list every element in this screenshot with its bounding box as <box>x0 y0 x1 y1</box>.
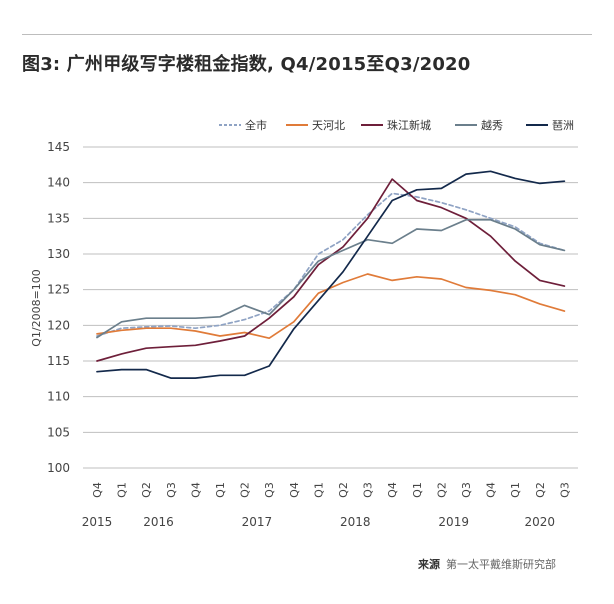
x-tick-6: Q2 <box>239 482 252 498</box>
chart-title: 图3: 广州甲级写字楼租金指数, Q4/2015至Q3/2020 <box>22 54 471 75</box>
x-tick-3: Q3 <box>165 482 178 498</box>
legend: 全市 天河北 珠江新城 越秀 琶洲 <box>219 118 574 132</box>
x-tick-12: Q4 <box>386 482 399 498</box>
year-label-2020: 2020 <box>525 515 556 529</box>
series-line-0 <box>96 192 566 337</box>
x-tick-13: Q1 <box>411 482 424 498</box>
legend-label-3: 越秀 <box>481 118 503 132</box>
y-tick-145: 145 <box>47 140 70 154</box>
x-tick-14: Q2 <box>435 482 448 498</box>
x-tick-7: Q3 <box>263 482 276 498</box>
source-text: 第一太平戴维斯研究部 <box>446 558 556 571</box>
y-tick-105: 105 <box>47 425 70 439</box>
x-tick-8: Q4 <box>288 482 301 498</box>
y-tick-125: 125 <box>47 283 70 297</box>
year-label-2015: 2015 <box>82 515 113 529</box>
x-tick-19: Q3 <box>558 482 571 498</box>
x-tick-11: Q3 <box>362 482 375 498</box>
year-label-2016: 2016 <box>143 515 174 529</box>
axes: 100 105 110 115 120 125 130 135 140 145 Q1/2008=10… <box>30 140 571 529</box>
series-line-4 <box>96 170 566 379</box>
year-label-2019: 2019 <box>438 515 469 529</box>
y-tick-100: 100 <box>47 461 70 475</box>
x-tick-5: Q1 <box>214 482 227 498</box>
x-tick-16: Q4 <box>485 482 498 498</box>
x-tick-0: Q4 <box>91 482 104 498</box>
y-tick-120: 120 <box>47 318 70 332</box>
y-tick-135: 135 <box>47 211 70 225</box>
x-tick-10: Q2 <box>337 482 350 498</box>
legend-label-1: 天河北 <box>312 119 345 132</box>
x-tick-9: Q1 <box>312 482 325 498</box>
x-tick-17: Q1 <box>509 482 522 498</box>
source-note: 来源 第一太平戴维斯研究部 <box>418 556 556 572</box>
y-tick-110: 110 <box>47 390 70 404</box>
x-tick-4: Q4 <box>189 482 202 498</box>
x-tick-1: Q1 <box>116 482 129 498</box>
y-tick-140: 140 <box>47 176 70 190</box>
year-label-2018: 2018 <box>340 515 371 529</box>
source-label: 来源 <box>418 558 440 571</box>
x-tick-2: Q2 <box>140 482 153 498</box>
x-tick-18: Q2 <box>534 482 547 498</box>
top-rule <box>22 34 592 35</box>
legend-label-2: 珠江新城 <box>387 118 431 132</box>
gridlines <box>83 146 578 469</box>
series-line-2 <box>96 178 566 362</box>
year-label-2017: 2017 <box>242 515 273 529</box>
legend-label-0: 全市 <box>245 118 267 132</box>
series-line-3 <box>96 218 566 339</box>
legend-label-4: 琶洲 <box>552 119 574 132</box>
y-tick-130: 130 <box>47 247 70 261</box>
series-lines <box>96 170 566 379</box>
x-tick-15: Q3 <box>460 482 473 498</box>
y-tick-115: 115 <box>47 354 70 368</box>
series-line-1 <box>96 273 566 340</box>
y-axis-label: Q1/2008=100 <box>30 269 43 347</box>
